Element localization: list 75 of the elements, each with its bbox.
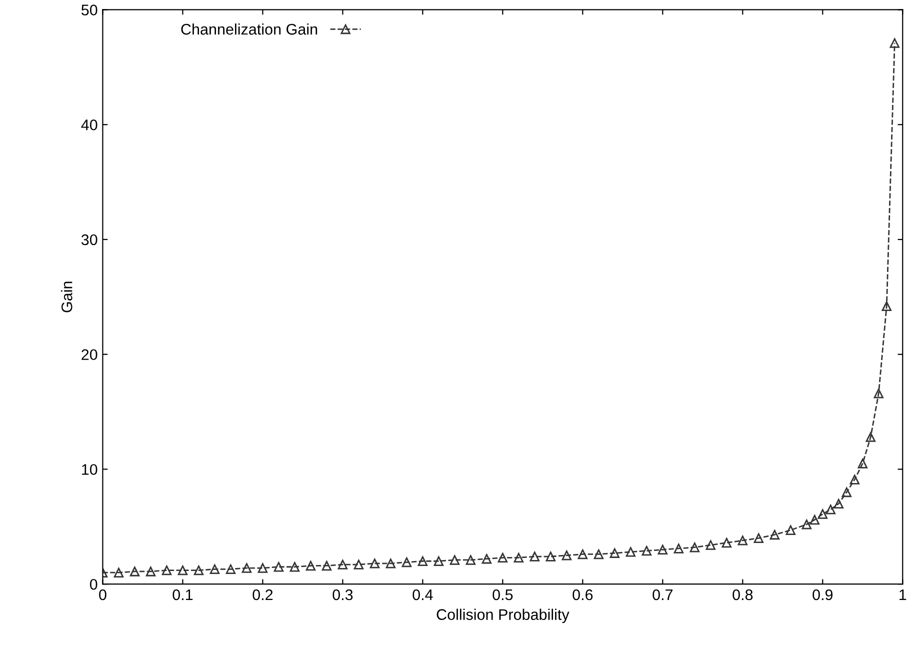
point [274, 562, 284, 572]
point [482, 554, 492, 564]
point [882, 301, 892, 311]
point [546, 552, 556, 562]
point [370, 558, 380, 568]
point [418, 556, 428, 566]
point [850, 474, 860, 484]
x-tick-label: 0.1 [172, 589, 193, 600]
y-tick-label: 20 [82, 349, 98, 360]
x-tick-label: 0.8 [732, 589, 753, 600]
point [770, 530, 780, 540]
x-tick-label: 0.7 [652, 589, 673, 600]
point [514, 552, 524, 563]
point [810, 514, 820, 525]
point [290, 562, 300, 572]
point [610, 548, 620, 558]
point [874, 388, 884, 398]
x-tick-label: 1 [900, 590, 906, 600]
point [434, 556, 444, 566]
point [594, 549, 604, 560]
point [498, 552, 508, 563]
x-axis-title: Collision Probability [436, 608, 570, 623]
x-tick-label: 0.6 [572, 589, 593, 600]
point [658, 544, 668, 554]
point [210, 564, 220, 574]
y-tick-label: 50 [81, 4, 98, 16]
point [162, 565, 172, 576]
point [690, 542, 700, 552]
y-tick-label: 10 [82, 464, 98, 475]
point [242, 563, 252, 573]
point [826, 504, 836, 514]
point [466, 555, 476, 565]
point [530, 552, 540, 562]
point [146, 566, 156, 576]
y-tick-label: 40 [81, 119, 98, 130]
point [450, 555, 460, 565]
point [818, 509, 828, 519]
point [842, 487, 852, 498]
y-tick-label: 0 [90, 578, 98, 590]
point [194, 565, 204, 576]
point [738, 536, 748, 546]
point [258, 563, 268, 573]
point [130, 566, 140, 576]
point [306, 560, 316, 571]
point [562, 550, 572, 560]
point [802, 520, 812, 530]
x-tick-label: 0 [99, 589, 106, 600]
point [226, 564, 236, 574]
point [890, 38, 900, 48]
point [338, 560, 348, 570]
x-tick-label: 0.9 [812, 589, 833, 600]
point [402, 557, 412, 568]
x-tick-label: 0.3 [332, 589, 353, 600]
point [706, 540, 716, 550]
point [354, 560, 364, 570]
point [674, 544, 684, 554]
point [858, 458, 868, 468]
point [322, 560, 332, 571]
x-tick-label: 0.5 [492, 589, 513, 600]
point [642, 546, 652, 556]
point [626, 547, 636, 557]
y-tick-label: 30 [81, 234, 98, 246]
point [114, 568, 124, 578]
y-axis-title: Gain [61, 282, 72, 312]
legend-label: Channelization Gain [181, 23, 318, 35]
point [834, 498, 844, 509]
point [578, 549, 588, 560]
point [866, 432, 876, 442]
x-tick-label: 0.4 [412, 589, 433, 600]
point [754, 533, 764, 544]
x-tick-label: 0.2 [252, 589, 273, 600]
point [386, 558, 396, 568]
point [178, 565, 188, 576]
point [786, 525, 796, 535]
point [722, 538, 732, 548]
